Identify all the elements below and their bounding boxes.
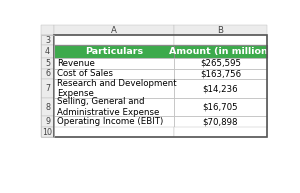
Text: $14,236: $14,236 bbox=[202, 84, 238, 93]
Bar bbox=[174, 25, 267, 35]
Bar bbox=[41, 35, 54, 46]
Bar bbox=[54, 98, 174, 116]
Bar bbox=[54, 116, 174, 127]
Text: 5: 5 bbox=[45, 59, 50, 68]
Bar bbox=[174, 46, 267, 58]
Text: $70,898: $70,898 bbox=[203, 117, 238, 126]
Text: $163,756: $163,756 bbox=[200, 69, 241, 79]
Text: Particulars: Particulars bbox=[85, 47, 143, 56]
Bar bbox=[174, 79, 267, 98]
Bar bbox=[54, 46, 174, 58]
Bar bbox=[174, 58, 267, 69]
Bar bbox=[54, 79, 174, 98]
Bar bbox=[54, 35, 174, 46]
Bar bbox=[41, 46, 54, 58]
Text: Research and Development
Expense: Research and Development Expense bbox=[57, 79, 176, 98]
Text: 10: 10 bbox=[43, 128, 52, 137]
Bar bbox=[174, 116, 267, 127]
Bar bbox=[54, 25, 174, 35]
Bar bbox=[54, 69, 174, 79]
Bar bbox=[54, 127, 174, 137]
Bar bbox=[41, 116, 54, 127]
Bar bbox=[41, 79, 54, 98]
Bar bbox=[54, 35, 267, 137]
Text: Selling, General and
Administrative Expense: Selling, General and Administrative Expe… bbox=[57, 97, 159, 117]
Bar bbox=[41, 127, 54, 137]
Bar bbox=[41, 69, 54, 79]
Bar bbox=[41, 98, 54, 116]
Text: $16,705: $16,705 bbox=[202, 103, 238, 112]
Text: Cost of Sales: Cost of Sales bbox=[57, 69, 113, 79]
Bar bbox=[41, 25, 54, 35]
Text: 3: 3 bbox=[45, 36, 50, 45]
Bar bbox=[174, 35, 267, 46]
Bar bbox=[54, 58, 174, 69]
Text: $265,595: $265,595 bbox=[200, 59, 241, 68]
Text: B: B bbox=[218, 26, 224, 35]
Bar bbox=[174, 98, 267, 116]
Text: 7: 7 bbox=[45, 84, 50, 93]
Text: Revenue: Revenue bbox=[57, 59, 95, 68]
Bar bbox=[41, 35, 54, 137]
Text: 8: 8 bbox=[45, 103, 50, 112]
Bar bbox=[174, 69, 267, 79]
Text: 6: 6 bbox=[45, 69, 50, 79]
Bar bbox=[174, 127, 267, 137]
Text: Amount (in million): Amount (in million) bbox=[169, 47, 272, 56]
Text: Operating Income (EBIT): Operating Income (EBIT) bbox=[57, 117, 163, 126]
Text: 9: 9 bbox=[45, 117, 50, 126]
Bar bbox=[41, 58, 54, 69]
Text: 4: 4 bbox=[45, 47, 50, 56]
Text: A: A bbox=[111, 26, 117, 35]
